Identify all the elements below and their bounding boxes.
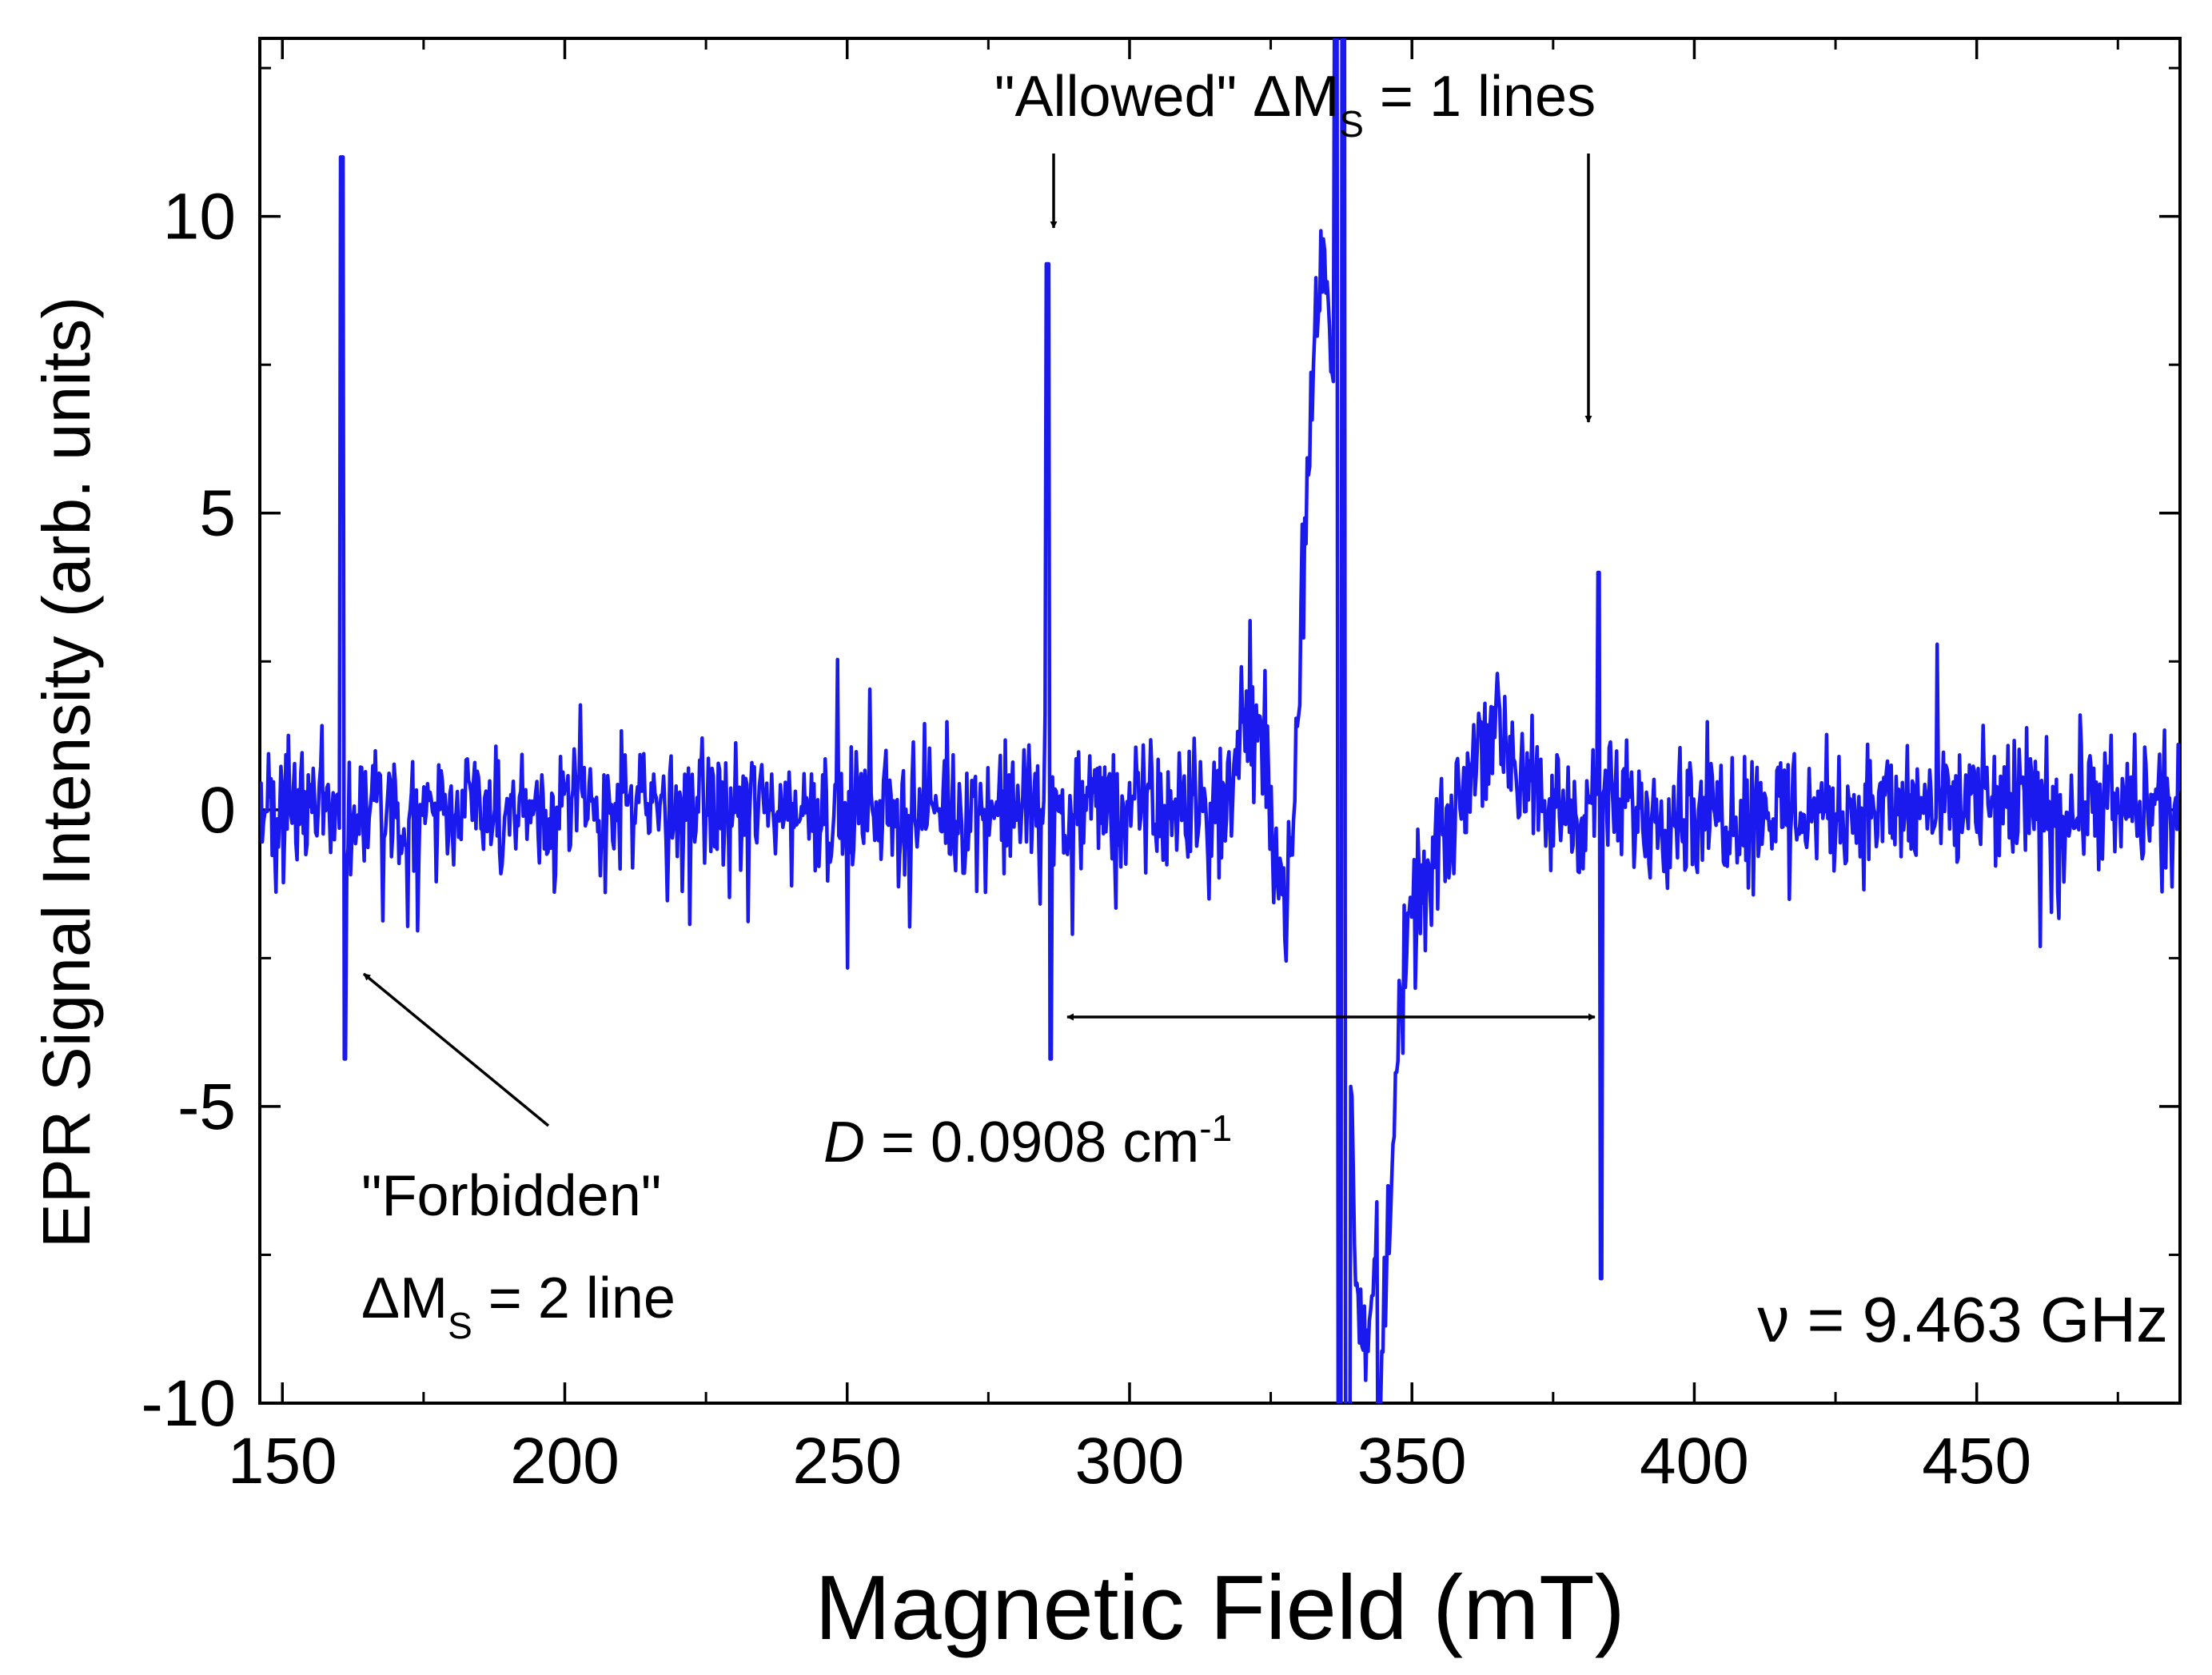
- x-tick-label: 400: [1640, 1425, 1749, 1498]
- series-layer: [260, 38, 2180, 1403]
- zero-field-splitting-label: D = 0.0908 cm-1: [823, 1107, 1232, 1174]
- y-axis-title: EPR Signal Intensity (arb. units): [29, 297, 104, 1249]
- x-tick-label: 250: [792, 1425, 902, 1498]
- y-tick-label: 0: [199, 774, 236, 847]
- x-tick-label: 450: [1922, 1425, 2031, 1498]
- x-tick-label: 300: [1075, 1425, 1185, 1498]
- forbidden-label-line2: ΔMS = 2 line: [361, 1266, 676, 1346]
- x-tick-label: 150: [228, 1425, 337, 1498]
- x-axis: 150 200 250 300 350 400 450: [228, 38, 2119, 1498]
- x-tick-label: 200: [510, 1425, 620, 1498]
- y-tick-label: -10: [141, 1367, 236, 1440]
- y-axis: -10 -5 0 5 10: [141, 66, 2180, 1440]
- plot-frame: [258, 37, 2182, 1405]
- forbidden-label-line1: "Forbidden": [361, 1164, 661, 1228]
- plot-area: 150 200 250 300 350 400 450 -10 -5 0 5 10: [141, 37, 2182, 1498]
- y-tick-label: -5: [177, 1071, 236, 1143]
- annotations: "Allowed" ΔMS = 1 lines "Forbidden" ΔMS …: [361, 65, 2168, 1355]
- y-tick-label: 10: [163, 181, 236, 253]
- y-tick-label: 5: [199, 477, 236, 550]
- x-tick-label: 350: [1357, 1425, 1467, 1498]
- forbidden-arrow: [362, 972, 550, 1127]
- frequency-label: ν = 9.463 GHz: [1757, 1284, 2168, 1355]
- spectrum-line: [260, 38, 2180, 1403]
- x-axis-title: Magnetic Field (mT): [815, 1557, 1625, 1659]
- allowed-lines-label: "Allowed" ΔMS = 1 lines: [994, 65, 1596, 145]
